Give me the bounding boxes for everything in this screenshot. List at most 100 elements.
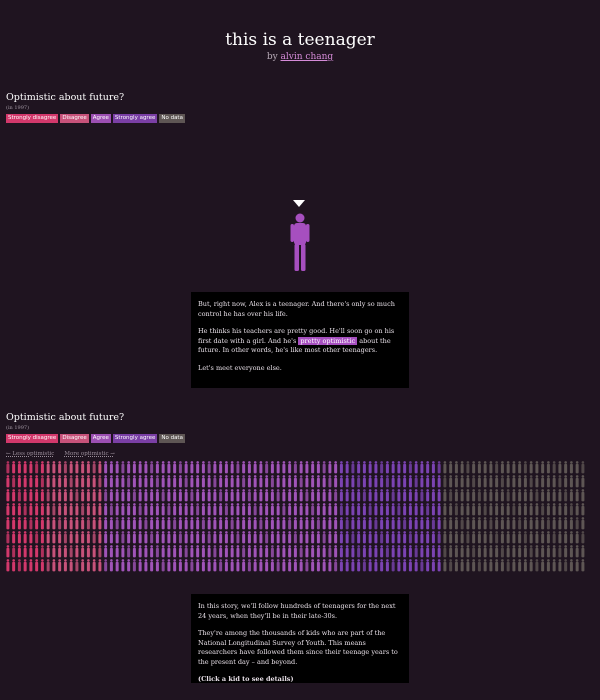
kid-figure[interactable] [224, 503, 228, 516]
kid-figure[interactable] [575, 461, 579, 474]
kid-figure[interactable] [380, 503, 384, 516]
kid-figure[interactable] [29, 475, 33, 488]
kid-figure[interactable] [276, 545, 280, 558]
kid-figure[interactable] [362, 517, 366, 530]
kid-figure[interactable] [230, 517, 234, 530]
kid-figure[interactable] [541, 559, 545, 572]
kid-figure[interactable] [69, 475, 73, 488]
kid-figure[interactable] [184, 545, 188, 558]
kid-figure[interactable] [380, 475, 384, 488]
kid-figure[interactable] [454, 517, 458, 530]
kid-figure[interactable] [339, 489, 343, 502]
kid-figure[interactable] [397, 503, 401, 516]
kid-figure[interactable] [523, 475, 527, 488]
kid-figure[interactable] [414, 545, 418, 558]
kid-figure[interactable] [12, 489, 16, 502]
kid-figure[interactable] [368, 545, 372, 558]
kid-figure[interactable] [190, 531, 194, 544]
kid-figure[interactable] [253, 503, 257, 516]
kid-figure[interactable] [161, 545, 165, 558]
kid-figure[interactable] [506, 531, 510, 544]
kid-figure[interactable] [58, 531, 62, 544]
kid-figure[interactable] [374, 517, 378, 530]
kid-figure[interactable] [529, 489, 533, 502]
kid-figure[interactable] [460, 559, 464, 572]
kid-figure[interactable] [190, 489, 194, 502]
legend-chip-agree[interactable]: Agree [90, 114, 111, 123]
kid-figure[interactable] [311, 545, 315, 558]
kid-figure[interactable] [512, 559, 516, 572]
kid-figure[interactable] [466, 475, 470, 488]
kid-figure[interactable] [40, 503, 44, 516]
kid-figure[interactable] [63, 503, 67, 516]
kid-figure[interactable] [385, 545, 389, 558]
author-link[interactable]: alvin chang [280, 52, 334, 62]
kid-figure[interactable] [270, 503, 274, 516]
kid-figure[interactable] [374, 503, 378, 516]
kid-figure[interactable] [86, 489, 90, 502]
kid-figure[interactable] [98, 475, 102, 488]
kid-figure[interactable] [581, 531, 585, 544]
kid-figure[interactable] [40, 559, 44, 572]
kid-figure[interactable] [339, 461, 343, 474]
kid-figure[interactable] [115, 475, 119, 488]
kid-figure[interactable] [564, 531, 568, 544]
kid-figure[interactable] [368, 559, 372, 572]
kid-figure[interactable] [265, 461, 269, 474]
kid-figure[interactable] [512, 517, 516, 530]
kid-figure[interactable] [132, 559, 136, 572]
kid-figure[interactable] [311, 461, 315, 474]
kid-figure[interactable] [316, 517, 320, 530]
kid-figure[interactable] [207, 489, 211, 502]
kid-figure[interactable] [121, 461, 125, 474]
kid-figure[interactable] [6, 545, 10, 558]
kid-figure[interactable] [247, 503, 251, 516]
kid-figure[interactable] [121, 489, 125, 502]
kid-figure[interactable] [46, 531, 50, 544]
kid-figure[interactable] [518, 503, 522, 516]
kid-figure[interactable] [558, 517, 562, 530]
kid-figure[interactable] [132, 517, 136, 530]
kid-figure[interactable] [178, 531, 182, 544]
kid-figure[interactable] [305, 545, 309, 558]
kid-figure[interactable] [437, 489, 441, 502]
kid-figure[interactable] [316, 461, 320, 474]
kid-figure[interactable] [500, 461, 504, 474]
kid-figure[interactable] [127, 545, 131, 558]
kid-figure[interactable] [489, 461, 493, 474]
kid-figure[interactable] [196, 559, 200, 572]
kid-figure[interactable] [385, 489, 389, 502]
kid-figure[interactable] [506, 503, 510, 516]
kid-figure[interactable] [368, 489, 372, 502]
kid-figure[interactable] [98, 517, 102, 530]
kid-figure[interactable] [161, 475, 165, 488]
kid-figure[interactable] [115, 559, 119, 572]
kid-figure[interactable] [431, 461, 435, 474]
kid-figure[interactable] [477, 475, 481, 488]
kid-figure[interactable] [431, 475, 435, 488]
kid-figure[interactable] [270, 489, 274, 502]
kid-figure[interactable] [69, 461, 73, 474]
kid-figure[interactable] [305, 517, 309, 530]
kid-figure[interactable] [23, 489, 27, 502]
kid-figure[interactable] [178, 475, 182, 488]
kid-figure[interactable] [357, 545, 361, 558]
kid-figure[interactable] [408, 503, 412, 516]
kid-figure[interactable] [426, 475, 430, 488]
kid-figure[interactable] [167, 559, 171, 572]
kid-figure[interactable] [322, 475, 326, 488]
kid-figure[interactable] [92, 503, 96, 516]
kid-figure[interactable] [431, 489, 435, 502]
kid-figure[interactable] [236, 475, 240, 488]
kid-figure[interactable] [351, 475, 355, 488]
kid-figure[interactable] [529, 545, 533, 558]
kid-figure[interactable] [328, 461, 332, 474]
kid-figure[interactable] [495, 461, 499, 474]
kid-figure[interactable] [98, 503, 102, 516]
kid-figure[interactable] [207, 531, 211, 544]
kid-figure[interactable] [437, 475, 441, 488]
kid-figure[interactable] [391, 559, 395, 572]
kid-figure[interactable] [380, 531, 384, 544]
kid-figure[interactable] [92, 545, 96, 558]
kid-figure[interactable] [489, 475, 493, 488]
